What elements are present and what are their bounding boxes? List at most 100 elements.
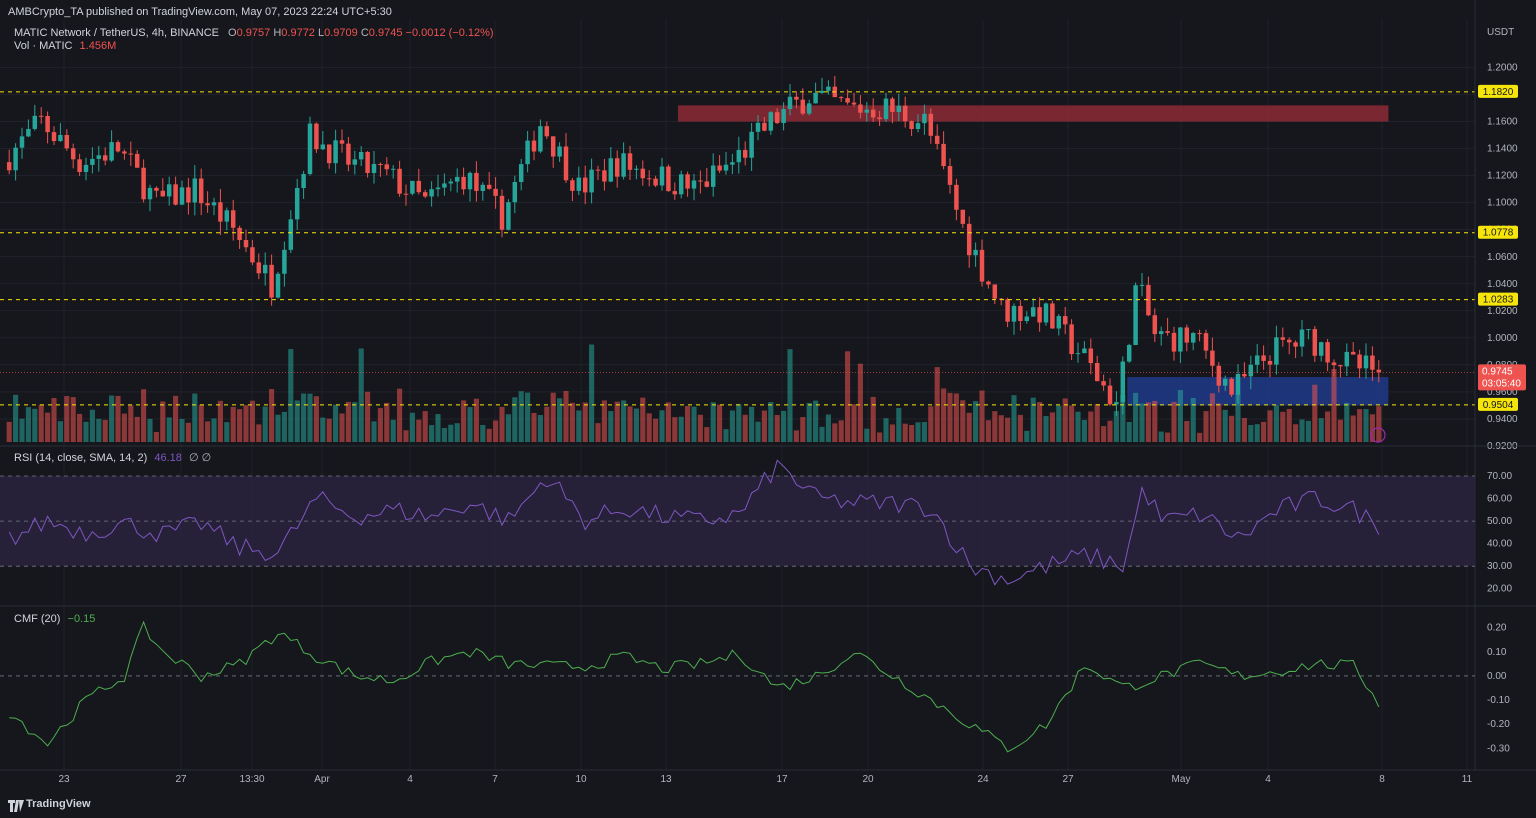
volume-bar bbox=[243, 405, 249, 442]
candle-body bbox=[38, 115, 44, 117]
volume-bar bbox=[1337, 419, 1343, 442]
volume-bar bbox=[1101, 426, 1107, 442]
volume-bar bbox=[531, 412, 537, 442]
candle-body bbox=[13, 147, 18, 171]
cmf-label[interactable]: CMF (20) bbox=[14, 613, 61, 625]
candle-body bbox=[947, 166, 953, 185]
candle-body bbox=[1037, 307, 1042, 323]
candle-body bbox=[685, 174, 690, 189]
candle-body bbox=[429, 189, 434, 197]
volume-bar bbox=[621, 400, 627, 442]
candle-body bbox=[838, 97, 844, 99]
candle-body bbox=[486, 184, 492, 189]
volume-bar bbox=[1325, 411, 1331, 442]
candle-body bbox=[653, 178, 658, 186]
candle-body bbox=[128, 153, 134, 155]
candle-body bbox=[58, 134, 63, 142]
candle-body bbox=[1363, 355, 1369, 369]
volume-bar bbox=[269, 389, 275, 442]
symbol-title[interactable]: MATIC Network / TetherUS, 4h, BINANCE bbox=[14, 27, 219, 39]
volume-bar bbox=[294, 400, 300, 442]
candle-body bbox=[710, 165, 716, 187]
candle-body bbox=[768, 112, 774, 131]
candle-body bbox=[960, 209, 966, 224]
volume-value: 1.456M bbox=[79, 40, 117, 52]
volume-bar bbox=[313, 396, 319, 442]
volume-bar bbox=[345, 401, 351, 442]
candle-body bbox=[1094, 363, 1100, 382]
candle-body bbox=[845, 98, 850, 103]
candle-body bbox=[435, 187, 441, 190]
volume-bar bbox=[230, 406, 236, 442]
volume-bar bbox=[1293, 424, 1299, 442]
candle-body bbox=[506, 202, 511, 230]
price-axis-tick: 1.1200 bbox=[1487, 171, 1518, 182]
volume-bar bbox=[864, 428, 870, 442]
candle-body bbox=[1024, 316, 1030, 321]
candle-body bbox=[422, 192, 428, 197]
time-axis-tick: 27 bbox=[175, 774, 187, 785]
ohlc-close: 0.9745 bbox=[368, 27, 403, 39]
candle-body bbox=[467, 172, 473, 190]
volume-bar bbox=[454, 423, 460, 442]
candle-body bbox=[736, 149, 742, 163]
cmf-line bbox=[9, 620, 1380, 753]
candle-body bbox=[864, 109, 870, 113]
volume-bar bbox=[358, 348, 364, 442]
volume-bar bbox=[1075, 411, 1081, 442]
candle-body bbox=[1331, 362, 1337, 366]
candle-body bbox=[365, 152, 370, 174]
candle-body bbox=[640, 168, 646, 179]
volume-bar bbox=[499, 406, 505, 442]
volume-bar bbox=[390, 419, 396, 442]
candle-body bbox=[1376, 369, 1382, 373]
volume-bar bbox=[1152, 400, 1158, 442]
candle-body bbox=[666, 166, 671, 192]
volume-bar bbox=[256, 424, 262, 442]
volume-bar bbox=[704, 427, 710, 442]
candle-body bbox=[141, 167, 146, 200]
demand-zone bbox=[1127, 377, 1389, 406]
candle-body bbox=[166, 184, 172, 197]
candle-body bbox=[1299, 329, 1305, 347]
candle-body bbox=[230, 210, 236, 228]
volume-bar bbox=[1261, 421, 1267, 442]
level-price-tag bbox=[1478, 84, 1518, 98]
candle-body bbox=[678, 174, 684, 195]
volume-bar bbox=[595, 423, 601, 442]
volume-bar bbox=[813, 400, 819, 442]
candle-body bbox=[1082, 348, 1087, 354]
candle-body bbox=[589, 169, 594, 193]
volume-bar bbox=[1305, 420, 1311, 442]
candle-body bbox=[896, 105, 902, 112]
volume-bar bbox=[467, 407, 473, 442]
candle-body bbox=[742, 149, 748, 158]
volume-bar bbox=[160, 401, 166, 442]
volume-bar bbox=[109, 395, 115, 442]
candle-body bbox=[806, 103, 812, 114]
volume-bar bbox=[38, 404, 44, 442]
time-axis-tick: 23 bbox=[58, 774, 70, 785]
volume-bar bbox=[819, 426, 825, 442]
candle-body bbox=[307, 123, 313, 175]
volume-bar bbox=[1062, 398, 1068, 442]
volume-bar bbox=[461, 400, 467, 442]
rsi-label[interactable]: RSI (14, close, SMA, 14, 2) bbox=[14, 452, 148, 464]
volume-bar bbox=[525, 392, 531, 442]
candle-body bbox=[288, 219, 294, 250]
candle-body bbox=[774, 112, 780, 124]
candle-body bbox=[1293, 342, 1298, 347]
volume-bar bbox=[352, 402, 358, 442]
volume-bar bbox=[1139, 403, 1145, 442]
volume-label[interactable]: Vol · MATIC bbox=[14, 40, 73, 52]
candle-body bbox=[582, 177, 588, 193]
volume-bar bbox=[166, 417, 172, 442]
time-axis-tick: 17 bbox=[776, 774, 788, 785]
candle-body bbox=[1344, 351, 1350, 367]
candle-body bbox=[90, 158, 95, 165]
candle-body bbox=[416, 180, 422, 193]
candle-body bbox=[64, 134, 70, 149]
candle-body bbox=[397, 168, 402, 194]
candle-body bbox=[781, 109, 786, 124]
